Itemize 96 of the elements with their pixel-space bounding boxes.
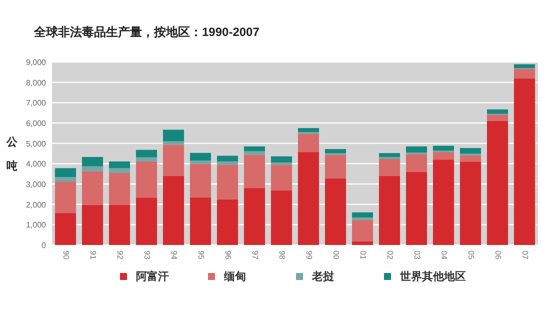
bar [244, 154, 266, 188]
bar [82, 166, 104, 172]
x-tick-label: 98 [277, 250, 286, 260]
bar [190, 160, 212, 164]
x-tick-label: 99 [304, 250, 314, 260]
bar [190, 197, 212, 245]
bar [486, 109, 508, 114]
x-tick-label: 97 [250, 250, 260, 260]
bar [324, 178, 346, 245]
bar [460, 148, 482, 154]
bar [216, 161, 238, 165]
y-tick-label: 8,000 [26, 78, 47, 88]
bar [216, 164, 238, 200]
bar [324, 154, 346, 178]
bar [216, 156, 238, 162]
bar [460, 155, 482, 162]
x-tick-label: 07 [520, 250, 530, 260]
chart-title: 全球非法毒品生产量，按地区：1990-2007 [33, 25, 260, 39]
bar [136, 198, 158, 245]
bar [136, 150, 158, 158]
bar [108, 168, 130, 174]
bar [190, 164, 212, 198]
bar [432, 160, 454, 245]
bar [378, 158, 400, 176]
bar [108, 161, 130, 168]
bar [162, 176, 184, 245]
y-tick-label: 0 [42, 241, 47, 250]
bar [298, 152, 320, 245]
bar [378, 153, 400, 157]
bar [54, 182, 76, 214]
y-tick-label: 6,000 [26, 119, 47, 128]
bar [298, 134, 320, 152]
y-tick-label: 3,000 [26, 180, 47, 189]
bar [460, 162, 482, 245]
legend-label: 老挝 [311, 270, 335, 283]
x-tick-label: 02 [385, 250, 394, 260]
x-tick-label: 90 [61, 250, 70, 260]
bar [486, 114, 508, 121]
y-tick-label: 7,000 [26, 98, 47, 108]
bar [378, 176, 400, 245]
bar [136, 157, 158, 162]
bar [514, 78, 536, 245]
bar [54, 177, 76, 182]
bar [190, 152, 212, 161]
bar [270, 190, 292, 245]
legend-label: 阿富汗 [136, 270, 169, 283]
y-axis-title: 公吨 [6, 136, 18, 172]
x-tick-label: 92 [115, 250, 124, 260]
bar [352, 212, 374, 218]
bar [216, 199, 238, 245]
bar [352, 220, 374, 242]
x-tick-label: 94 [169, 250, 178, 260]
bar [298, 128, 320, 132]
bar [406, 154, 428, 172]
bar [514, 68, 536, 78]
x-tick-label: 03 [412, 250, 422, 260]
bar [54, 213, 76, 245]
bar [406, 146, 428, 152]
bar [270, 164, 292, 190]
bar [136, 161, 158, 198]
bar [82, 204, 104, 245]
bar [244, 146, 266, 152]
bar [352, 217, 374, 220]
x-tick-label: 95 [196, 250, 206, 260]
bar [270, 156, 292, 162]
bar [514, 64, 536, 68]
y-tick-label: 4,000 [26, 160, 47, 169]
x-tick-label: 91 [88, 250, 98, 260]
y-tick-label: 1,000 [26, 220, 47, 230]
x-tick-label: 01 [358, 250, 368, 260]
legend-label: 世界其他地区 [399, 270, 466, 283]
bar [432, 146, 454, 151]
bar [108, 204, 130, 245]
bar [54, 168, 76, 178]
y-tick-label: 9,000 [26, 58, 47, 67]
bar [162, 130, 184, 142]
x-tick-label: 93 [142, 250, 152, 260]
x-tick-label: 05 [466, 250, 476, 260]
y-tick-label: 2,000 [26, 200, 47, 210]
bar [162, 144, 184, 176]
x-tick-label: 04 [439, 250, 448, 260]
bar [324, 149, 346, 154]
bar [352, 241, 374, 245]
bar [82, 171, 104, 205]
bar [162, 141, 184, 145]
bar [244, 188, 266, 245]
bar [108, 173, 130, 205]
x-tick-label: 96 [223, 250, 232, 260]
x-tick-label: 00 [331, 250, 340, 260]
bar [486, 120, 508, 245]
bar [406, 172, 428, 245]
bar [82, 156, 104, 166]
y-tick-label: 5,000 [26, 139, 47, 148]
bar [432, 152, 454, 160]
legend-label: 缅甸 [223, 270, 246, 283]
x-tick-label: 06 [493, 250, 502, 260]
